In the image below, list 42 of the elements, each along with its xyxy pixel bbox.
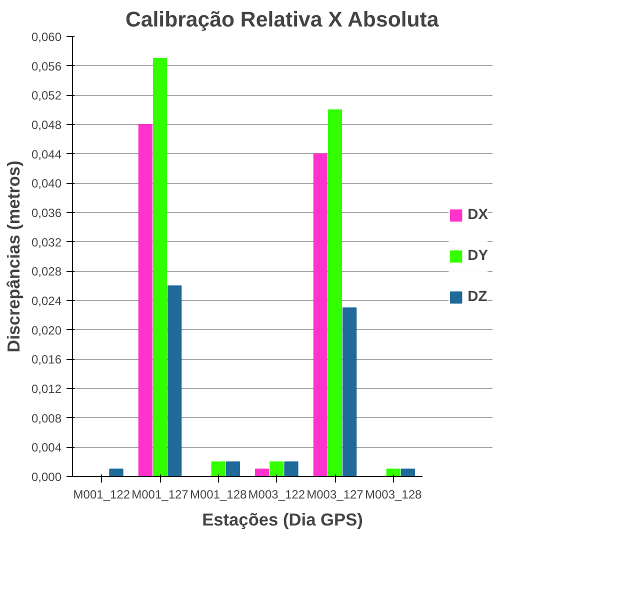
x-axis-title: Estações (Dia GPS) [202, 510, 363, 530]
legend-label: DZ [468, 289, 488, 305]
legend-label: DY [468, 248, 488, 264]
y-tick-label: 0,048 [31, 118, 62, 132]
y-tick-label: 0,052 [31, 88, 62, 103]
x-tick-label: M003_128 [364, 488, 422, 502]
x-tick-label: M003_122 [248, 488, 306, 502]
bar [342, 307, 357, 476]
y-tick-label: 0,012 [31, 382, 62, 396]
bar [138, 124, 152, 476]
legend-label: DX [468, 207, 488, 223]
x-tick-label: M001_122 [73, 488, 130, 502]
bar [386, 468, 400, 476]
y-tick-label: 0,044 [31, 147, 62, 162]
y-tick-label: 0,020 [31, 323, 62, 338]
bar [284, 461, 298, 476]
y-tick-label: 0,004 [31, 440, 62, 455]
bar [226, 461, 240, 476]
y-tick-label: 0,028 [31, 264, 62, 279]
bar [152, 58, 168, 476]
y-tick-label: 0,008 [31, 411, 62, 426]
y-tick-label: 0,060 [31, 30, 62, 44]
bar [255, 468, 270, 476]
y-tick-label: 0,056 [31, 59, 62, 74]
y-tick-label: 0,036 [31, 206, 62, 220]
y-tick-label: 0,024 [31, 294, 62, 308]
x-tick-label: M003_127 [306, 488, 364, 502]
bar [313, 153, 328, 476]
y-tick-label: 0,000 [31, 470, 62, 484]
y-tick-label: 0,040 [31, 176, 62, 191]
bar [109, 468, 124, 476]
bar [168, 285, 182, 476]
bar [270, 461, 284, 476]
y-tick-label: 0,016 [31, 352, 62, 367]
bar [400, 468, 415, 476]
bar [328, 109, 342, 476]
x-tick-label: M001_128 [190, 488, 248, 502]
chart-title: Calibração Relativa X Absoluta [125, 8, 439, 32]
x-tick-label: M001_127 [132, 488, 189, 502]
bar [211, 461, 226, 476]
y-axis-title: Discrepâncias (metros) [3, 160, 24, 352]
y-tick-label: 0,032 [31, 235, 62, 250]
